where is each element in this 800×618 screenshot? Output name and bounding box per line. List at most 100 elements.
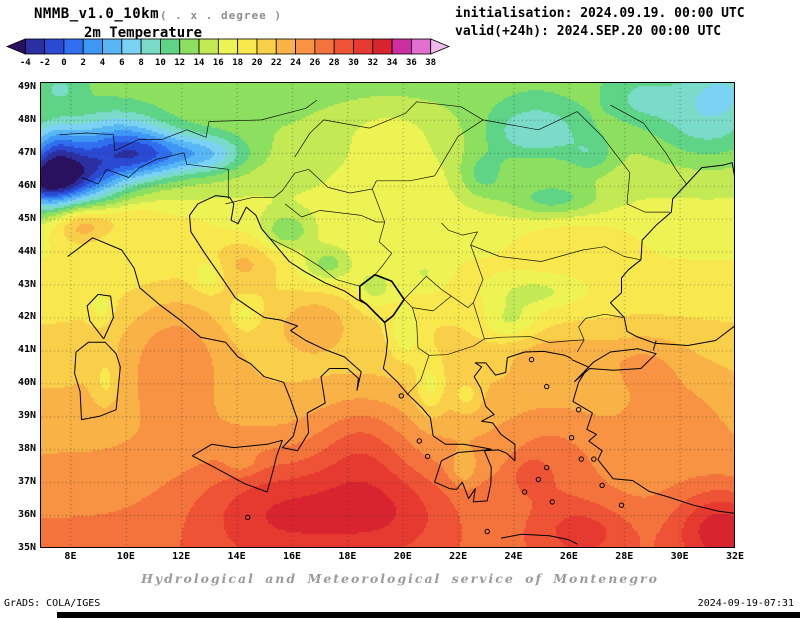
colorbar-arrow (6, 38, 26, 55)
country-border (470, 244, 484, 303)
country-border (428, 338, 485, 356)
lon-label: 18E (338, 551, 357, 562)
country-border (484, 336, 585, 343)
colorbar-cell (333, 38, 354, 55)
lat-label: 42N (17, 311, 36, 323)
country-border (472, 302, 485, 340)
creation-timestamp: 2024-09-19-07:31 (697, 598, 794, 609)
service-credit: Hydrological and Meteorological service … (141, 571, 659, 586)
lon-label: 32E (725, 551, 745, 562)
lat-label: 47N (17, 146, 36, 158)
island (544, 464, 550, 471)
country-border (576, 111, 670, 213)
lon-label: 24E (504, 551, 523, 562)
island (535, 476, 542, 483)
colorbar-cell (82, 38, 103, 55)
colorbar-tick-label: 6 (119, 58, 124, 68)
lat-label: 38N (17, 443, 36, 455)
colorbar-tick-label: -4 (20, 58, 31, 68)
coastline (500, 533, 578, 545)
colorbar-cell (198, 38, 219, 55)
colorbar-cell (179, 38, 200, 55)
coastline (652, 340, 657, 351)
island (575, 407, 582, 413)
valid-time-label: valid(+24h): 2024.SEP.20 00:00 UTC (455, 24, 722, 39)
coastline (609, 162, 735, 344)
colorbar-cell (44, 38, 65, 55)
lat-label: 36N (17, 509, 36, 521)
country-border (374, 274, 405, 300)
island (484, 528, 490, 535)
colorbar-tick-label: 24 (290, 58, 301, 68)
lat-label: 41N (17, 344, 36, 356)
island (568, 435, 575, 441)
colorbar-tick-label: 0 (61, 58, 66, 68)
colorbar-arrow (430, 38, 451, 55)
coastline (74, 341, 121, 421)
colorbar-tick-label: 14 (194, 58, 205, 68)
colorbar-tick-label: 4 (100, 58, 106, 68)
island (528, 356, 535, 363)
lon-label: 10E (116, 551, 135, 562)
colorbar-cell (237, 38, 258, 55)
colorbar-tick-label: 2 (80, 58, 85, 68)
country-border (269, 238, 360, 287)
island (521, 489, 528, 495)
colorbar-cell (353, 38, 374, 55)
country-border (284, 203, 320, 218)
colorbar-tick-label: 28 (329, 58, 340, 68)
colorbar-tick-label: 10 (155, 58, 166, 68)
model-title: NMMB_v1.0_10km (34, 6, 160, 22)
lat-label: 49N (17, 80, 36, 92)
coastline (67, 195, 362, 452)
island (398, 393, 404, 399)
country-border (576, 339, 585, 353)
colorbar-cell (121, 38, 142, 55)
island (245, 514, 251, 521)
country-border (441, 222, 478, 246)
colorbar-cell (391, 38, 412, 55)
coastline (571, 359, 735, 514)
colorbar-tick-label: 8 (138, 58, 143, 68)
colorbar-cell (295, 38, 316, 55)
island (578, 456, 584, 462)
init-time-label: initialisation: 2024.09.19. 00:00 UTC (455, 6, 745, 21)
lat-label: 35N (17, 542, 36, 553)
colorbar-tick-label: 38 (425, 58, 436, 68)
coastline (192, 439, 283, 493)
country-border (308, 119, 484, 194)
country-border (403, 275, 452, 300)
montenegro-outline (359, 273, 405, 324)
lat-label: 48N (17, 113, 36, 125)
coastline (654, 325, 735, 346)
colorbar-tick-label: 30 (348, 58, 359, 68)
country-border (371, 188, 393, 275)
colorbar-cell (140, 38, 161, 55)
colorbar-tick-label: 32 (367, 58, 378, 68)
colorbar-cell (160, 38, 181, 55)
colorbar-tick-label: -2 (39, 58, 50, 68)
grads-credit: GrADS: COLA/IGES (4, 598, 101, 609)
country-border (578, 313, 623, 341)
bottom-black-bar (57, 612, 800, 618)
coastline (86, 293, 114, 340)
country-border (294, 101, 484, 158)
country-border (59, 99, 318, 152)
colorbar-tick-label: 34 (387, 58, 398, 68)
country-border (610, 104, 687, 185)
colorbar-tick-label: 26 (309, 58, 320, 68)
island (591, 456, 597, 462)
lon-label: 30E (670, 551, 689, 562)
colorbar-cell (102, 38, 123, 55)
country-border (412, 295, 474, 312)
lon-label: 20E (393, 551, 412, 562)
country-border (470, 244, 641, 262)
colorbar-cell (24, 38, 45, 55)
colorbar-cell (410, 38, 432, 55)
colorbar-cell (217, 38, 239, 55)
colorbar-cell (372, 38, 393, 55)
colorbar-tick-label: 12 (174, 58, 185, 68)
island (424, 453, 431, 460)
country-border (225, 168, 309, 205)
